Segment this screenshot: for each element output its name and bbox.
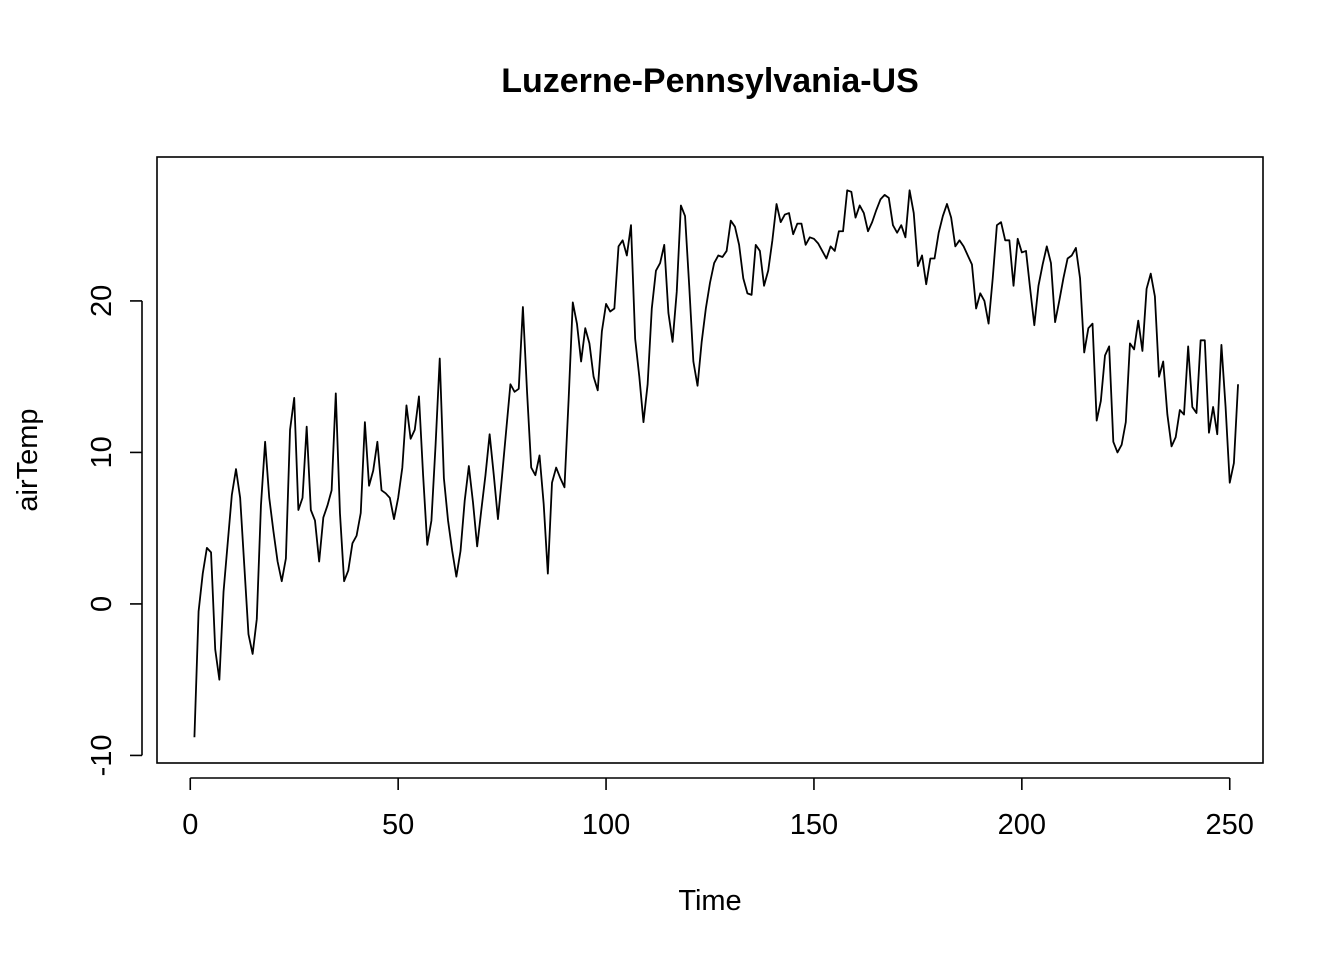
y-tick-label: 20 bbox=[86, 285, 118, 317]
y-tick-label: 0 bbox=[86, 596, 118, 612]
y-axis-label: airTemp bbox=[12, 408, 44, 511]
x-tick-label: 150 bbox=[790, 809, 838, 841]
x-tick-label: 200 bbox=[998, 809, 1046, 841]
x-axis: 0 50 100 150 200 250 bbox=[182, 777, 1254, 841]
x-axis-label: Time bbox=[678, 885, 741, 917]
y-tick-label: 10 bbox=[86, 436, 118, 468]
chart-title: Luzerne-Pennsylvania-US bbox=[501, 62, 919, 100]
x-tick-label: 100 bbox=[582, 809, 630, 841]
x-tick-label: 0 bbox=[182, 809, 198, 841]
x-tick-label: 50 bbox=[382, 809, 414, 841]
series-line-airtemp bbox=[193, 189, 1239, 738]
x-tick-label: 250 bbox=[1206, 809, 1254, 841]
y-tick-label: -10 bbox=[86, 734, 118, 776]
plot-frame bbox=[156, 156, 1264, 764]
y-axis: -10 0 10 20 bbox=[86, 285, 143, 776]
